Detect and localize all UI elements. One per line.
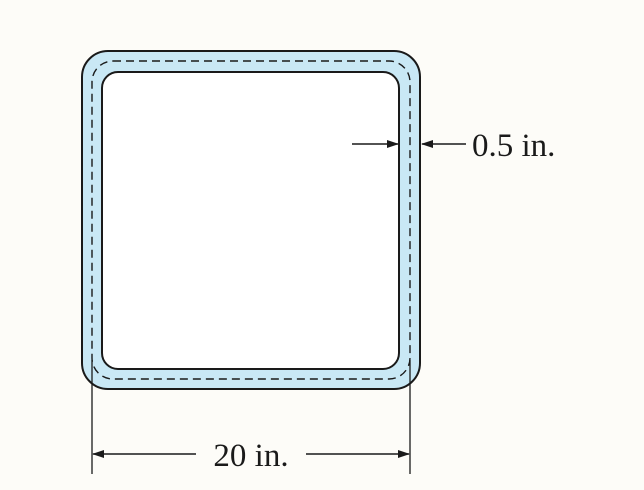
thickness-label: 0.5 in.: [472, 128, 555, 164]
width-label: 20 in.: [213, 438, 288, 474]
wall-median-dashed-line: [91, 60, 411, 380]
tube-inner-hollow: [101, 71, 400, 370]
